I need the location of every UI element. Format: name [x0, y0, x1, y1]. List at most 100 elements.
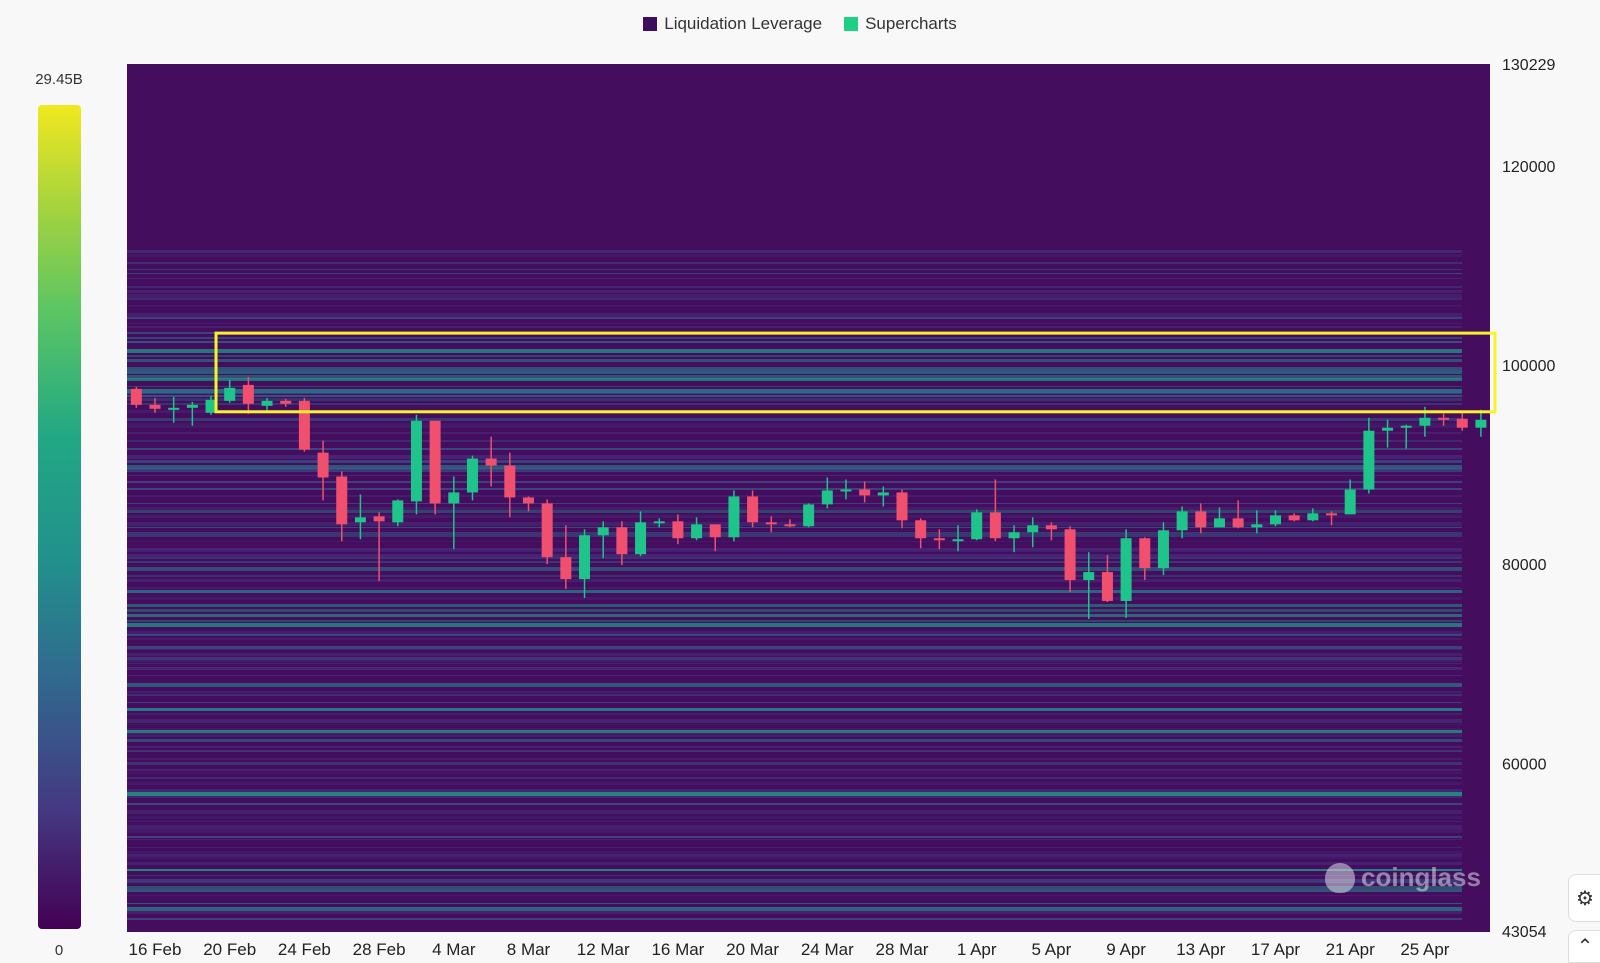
- heat-band: [127, 821, 1462, 822]
- heatmap-bands: [127, 250, 1462, 920]
- candle-body: [672, 521, 684, 539]
- candle-body: [1064, 529, 1076, 581]
- candle-body: [1363, 430, 1375, 490]
- heat-band: [127, 634, 1462, 636]
- candle-body: [1213, 518, 1225, 528]
- candle-body: [1195, 511, 1207, 528]
- heat-band: [127, 862, 1462, 865]
- heat-band: [127, 448, 1462, 450]
- candle-body: [1176, 511, 1188, 531]
- heat-band: [127, 460, 1462, 463]
- candle-body: [1120, 538, 1132, 601]
- candle-body: [485, 458, 497, 466]
- x-tick-label: 1 Apr: [957, 940, 997, 959]
- heat-band: [127, 869, 1462, 871]
- heat-band: [127, 548, 1462, 551]
- heat-band: [127, 488, 1462, 490]
- heat-band: [127, 273, 1462, 274]
- heat-band: [127, 527, 1462, 528]
- heat-band: [127, 561, 1462, 563]
- settings-button[interactable]: ⚙: [1568, 874, 1600, 922]
- heat-band: [127, 541, 1462, 542]
- heat-band: [127, 370, 1462, 374]
- heat-band: [127, 829, 1462, 833]
- settings-icon: ⚙: [1576, 887, 1594, 910]
- heat-band: [127, 395, 1462, 397]
- candle-body: [709, 524, 721, 538]
- x-tick-label: 28 Mar: [876, 940, 929, 959]
- heat-band: [127, 575, 1462, 577]
- candle-body: [915, 520, 927, 539]
- heat-band: [127, 481, 1462, 483]
- heat-band: [127, 667, 1462, 670]
- candle-body: [989, 512, 1001, 539]
- heat-band: [127, 782, 1462, 785]
- highlight-zone: [214, 331, 1497, 414]
- candle-body: [765, 522, 777, 525]
- scroll-up-button[interactable]: ⌃: [1568, 930, 1600, 963]
- heat-band: [127, 683, 1462, 687]
- legend-swatch-liquidation-leverage: [643, 17, 658, 31]
- heat-band: [127, 250, 1462, 253]
- candle-body: [1456, 418, 1468, 428]
- y-axis: 130229 120000 100000 80000 60000 43054: [1502, 57, 1555, 941]
- candle-body: [523, 497, 534, 504]
- heat-band: [127, 522, 1462, 526]
- candle-body: [466, 458, 478, 493]
- heat-band: [127, 389, 1462, 393]
- heat-band: [127, 554, 1462, 557]
- candle-body: [410, 420, 422, 502]
- candle-body: [1251, 524, 1263, 528]
- y-tick-label: 100000: [1502, 358, 1555, 375]
- heat-band: [127, 777, 1462, 779]
- candle-body: [1232, 518, 1244, 528]
- heat-band: [127, 423, 1462, 427]
- heat-band: [127, 631, 1462, 635]
- heat-band: [127, 691, 1462, 693]
- candle-body: [821, 490, 833, 505]
- heat-band: [127, 375, 1462, 379]
- candle-body: [336, 476, 348, 525]
- legend-item-supercharts[interactable]: Supercharts: [844, 14, 957, 34]
- candle-body: [1288, 515, 1300, 521]
- candle-body: [653, 521, 665, 524]
- heat-band: [127, 918, 1462, 920]
- colorbar-min-label: 0: [54, 942, 64, 959]
- heat-band: [127, 890, 1462, 892]
- heat-band: [127, 507, 1462, 510]
- heat-band: [127, 903, 1462, 904]
- legend-item-liquidation-leverage[interactable]: Liquidation Leverage: [643, 14, 822, 34]
- heat-band: [127, 567, 1462, 571]
- heat-band: [127, 604, 1462, 607]
- candle-body: [877, 492, 889, 496]
- heat-band: [127, 440, 1462, 442]
- x-tick-label: 13 Apr: [1176, 940, 1225, 959]
- heat-band: [127, 857, 1462, 859]
- heat-band: [127, 614, 1462, 617]
- heat-band: [127, 825, 1462, 829]
- candle-body: [149, 404, 161, 409]
- candle-body: [1400, 425, 1412, 428]
- chart-legend: Liquidation Leverage Supercharts: [0, 14, 1600, 34]
- candle-body: [504, 465, 516, 498]
- heat-band: [127, 851, 1462, 855]
- heat-band: [127, 847, 1462, 848]
- legend-swatch-supercharts: [844, 17, 859, 31]
- heat-band: [127, 510, 1462, 513]
- heat-band: [127, 290, 1462, 293]
- highlight-rectangle: [214, 331, 1497, 414]
- heat-band: [127, 495, 1462, 497]
- candle-body: [1344, 489, 1356, 515]
- candle-body: [635, 522, 647, 555]
- heat-band: [127, 403, 1462, 405]
- y-tick-label: 60000: [1502, 756, 1547, 773]
- heat-band: [127, 839, 1462, 840]
- candle-body: [168, 407, 180, 410]
- heat-band: [127, 879, 1462, 883]
- candle-body: [541, 503, 553, 558]
- heat-band: [127, 730, 1462, 733]
- candle-body: [560, 557, 572, 580]
- heat-band: [127, 337, 1462, 339]
- heat-band: [127, 426, 1462, 428]
